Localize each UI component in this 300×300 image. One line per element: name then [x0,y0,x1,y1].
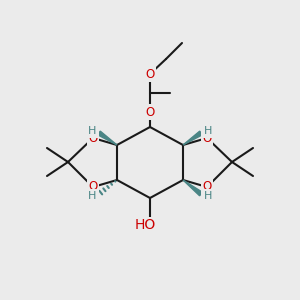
Text: H: H [204,126,212,136]
Text: H: H [88,191,96,201]
Polygon shape [183,180,203,196]
Text: O: O [202,181,211,194]
Text: O: O [146,106,154,118]
Text: O: O [202,131,211,145]
Text: O: O [88,131,98,145]
Polygon shape [98,131,117,145]
Text: H: H [88,126,96,136]
Text: O: O [88,181,98,194]
Text: H: H [204,191,212,201]
Text: HO: HO [134,218,156,232]
Text: O: O [146,68,154,80]
Polygon shape [183,131,202,145]
